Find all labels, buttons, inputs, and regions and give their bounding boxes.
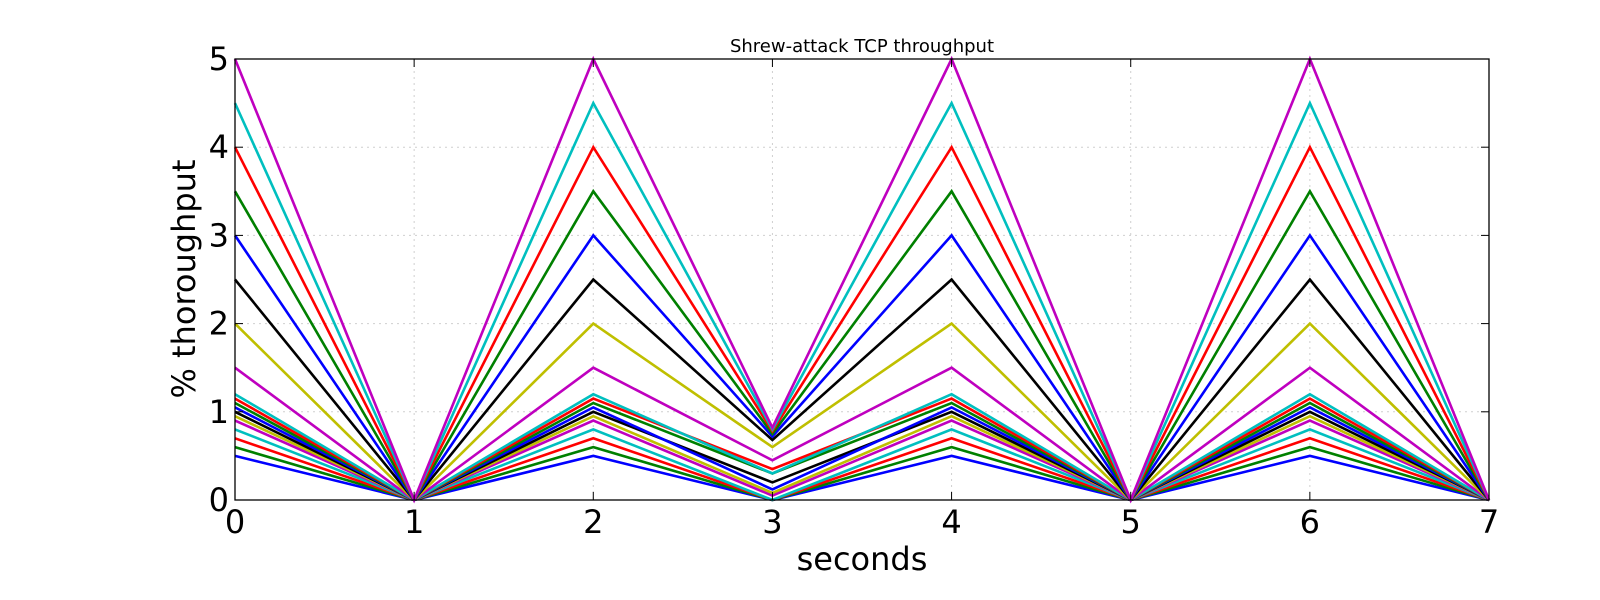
x-tick-label: 0 <box>225 503 245 541</box>
series-line-19 <box>233 55 1491 504</box>
series-line-15 <box>233 233 1491 503</box>
x-tick-label: 6 <box>1300 503 1320 541</box>
series-line-14 <box>233 277 1491 503</box>
y-tick-label: 3 <box>209 216 229 254</box>
x-tick-label: 1 <box>404 503 424 541</box>
x-tick-label: 2 <box>583 503 603 541</box>
series-line-2 <box>234 445 1490 502</box>
series-line-18 <box>233 99 1491 504</box>
series-line-3 <box>234 436 1490 502</box>
y-axis-label: % thoroughput <box>165 159 203 398</box>
series-line-12 <box>234 366 1490 502</box>
x-tick-label: 5 <box>1121 503 1141 541</box>
x-tick-label: 3 <box>762 503 782 541</box>
plot-frame <box>234 58 1490 501</box>
x-axis-label: seconds <box>797 540 928 578</box>
y-tick-label: 0 <box>209 481 229 519</box>
y-tick-labels: 0 1 2 3 4 5 <box>209 40 229 519</box>
x-tick-label: 7 <box>1479 503 1499 541</box>
series-line-13 <box>234 321 1490 502</box>
y-tick-label: 4 <box>209 128 229 166</box>
ticks <box>234 58 1490 501</box>
y-tick-label: 5 <box>209 40 229 78</box>
x-tick-labels: 0 1 2 3 4 5 6 7 <box>225 503 1499 541</box>
series-line-16 <box>233 188 1491 503</box>
x-tick-label: 4 <box>941 503 961 541</box>
y-tick-label: 2 <box>209 305 229 343</box>
series-line-1 <box>234 454 1490 502</box>
series-line-11 <box>234 392 1490 502</box>
chart-title: Shrew-attack TCP throughput <box>730 36 994 57</box>
series-group <box>233 55 1491 504</box>
series-line-4 <box>234 428 1490 502</box>
y-tick-label: 1 <box>209 393 229 431</box>
series-line-17 <box>233 144 1491 503</box>
